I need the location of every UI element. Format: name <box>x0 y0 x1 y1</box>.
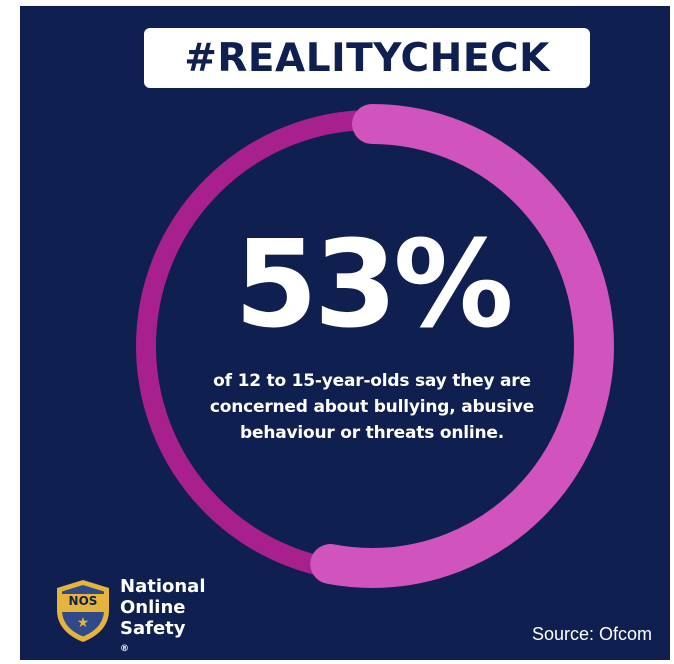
caption-line: of 12 to 15-year-olds say they are <box>213 371 531 391</box>
infographic-card: #REALITYCHECK 53% of 12 to 15-year-olds … <box>20 6 670 660</box>
brand-line-text: Safety <box>120 618 186 639</box>
shield-label: NOS <box>68 594 98 608</box>
ring-progress <box>130 104 614 588</box>
hashtag-text: #REALITYCHECK <box>184 35 550 81</box>
caption-line: behaviour or threats online. <box>240 423 504 443</box>
percentage-ring <box>130 104 614 588</box>
stat-caption: of 12 to 15-year-olds say they are conce… <box>160 368 584 446</box>
registered-mark: ® <box>120 644 129 654</box>
brand-name: National Online Safety ® <box>120 576 205 660</box>
source-credit: Source: Ofcom <box>531 624 652 644</box>
brand-line: Online <box>120 597 186 618</box>
brand-line: National <box>120 576 206 597</box>
hashtag-banner: #REALITYCHECK <box>144 28 590 88</box>
nos-shield-icon <box>54 578 112 644</box>
star-icon: ★ <box>76 614 90 630</box>
caption-line: concerned about bullying, abusive <box>209 397 535 417</box>
national-online-safety-logo: NOS ★ National Online Safety ® <box>54 576 254 654</box>
percentage-value: 53% <box>234 216 513 355</box>
brand-line: Safety ® <box>120 618 205 660</box>
